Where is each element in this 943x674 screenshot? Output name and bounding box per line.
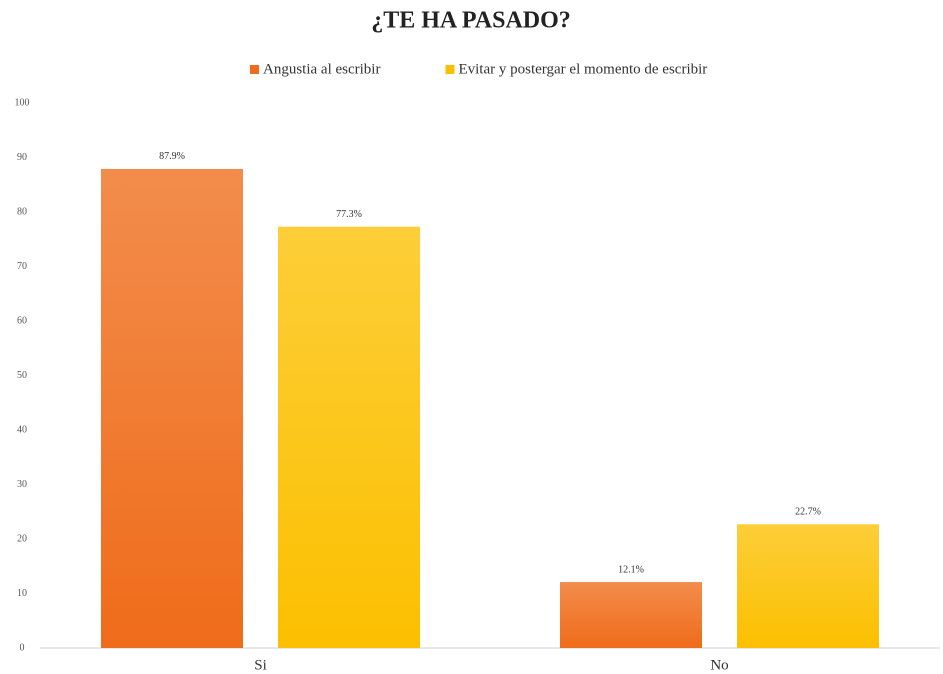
x-tick-label: Si (254, 657, 267, 673)
legend-label: Evitar y postergar el momento de escribi… (458, 61, 707, 77)
y-tick-label: 100 (15, 97, 30, 108)
value-label: 77.3% (336, 209, 362, 220)
bar (278, 226, 420, 648)
bar (737, 524, 879, 648)
bar (560, 582, 702, 648)
x-tick-label: No (710, 657, 728, 673)
y-tick-label: 70 (17, 261, 27, 272)
value-label: 12.1% (618, 564, 644, 575)
value-label: 87.9% (159, 151, 185, 162)
y-tick-label: 60 (17, 315, 27, 326)
value-label: 22.7% (795, 507, 821, 518)
y-tick-label: 90 (17, 152, 27, 163)
y-tick-label: 0 (20, 642, 25, 653)
y-tick-label: 40 (17, 424, 27, 435)
chart-title: ¿TE HA PASADO? (371, 8, 571, 34)
y-tick-label: 20 (17, 533, 27, 544)
bar (101, 168, 243, 648)
y-tick-label: 10 (17, 588, 27, 599)
legend-swatch (445, 65, 455, 74)
y-tick-label: 50 (17, 370, 27, 381)
y-tick-label: 80 (17, 206, 27, 217)
legend-swatch (250, 65, 259, 74)
y-tick-label: 30 (17, 479, 27, 490)
legend-label: Angustia al escribir (263, 61, 380, 77)
